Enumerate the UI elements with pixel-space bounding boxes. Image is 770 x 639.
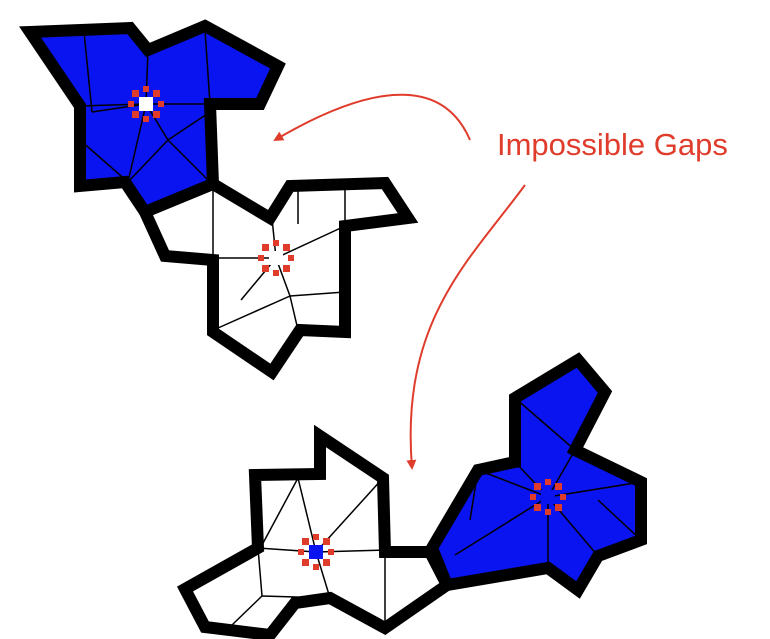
- upper-white-tile: [136, 176, 419, 381]
- curved-arrow-icon: [273, 93, 471, 142]
- upper-blue-tile: [18, 19, 286, 220]
- arrow-to-lower-gap: [406, 184, 526, 470]
- lower-white-tile: [176, 424, 455, 639]
- arrow-to-upper-gap: [273, 93, 471, 142]
- upper-blue-tile-inner-lines: [79, 29, 211, 183]
- cross-marker-icon: [128, 86, 164, 122]
- lower-blue-tile-outline: [425, 352, 647, 599]
- curved-arrow-icon: [406, 184, 526, 470]
- lower-blue-tile: [425, 352, 647, 599]
- upper-white-tile-outline: [136, 176, 419, 381]
- cross-marker-icon: [530, 479, 566, 515]
- cross-marker-icon: [258, 240, 294, 276]
- cross-marker-icon: [298, 534, 334, 570]
- annotation-label: Impossible Gaps: [497, 127, 728, 162]
- upper-blue-tile-outline: [18, 19, 286, 220]
